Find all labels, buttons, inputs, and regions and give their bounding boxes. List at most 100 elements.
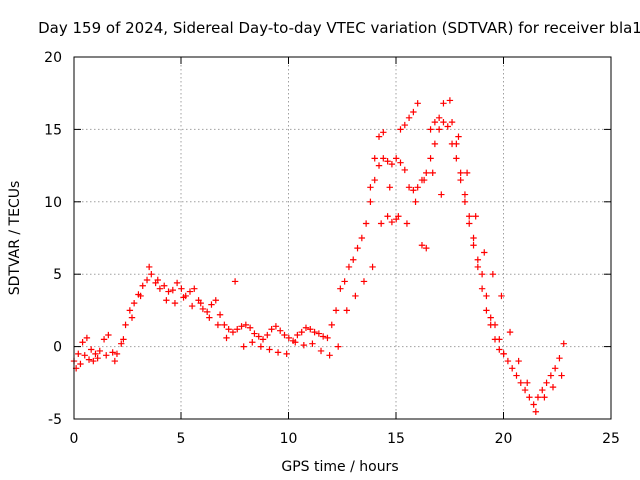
data-point <box>453 140 460 148</box>
data-point <box>412 198 419 205</box>
data-point <box>380 155 387 162</box>
data-point <box>300 341 308 349</box>
data-point <box>283 350 290 358</box>
data-point <box>440 118 447 126</box>
data-point <box>272 323 280 330</box>
data-point <box>274 349 282 356</box>
data-point <box>530 401 537 408</box>
data-point <box>440 100 447 107</box>
data-point <box>474 263 482 271</box>
data-point <box>362 220 370 227</box>
data-point <box>268 326 275 333</box>
data-point <box>309 340 316 347</box>
data-point <box>77 360 84 368</box>
data-point <box>234 326 241 333</box>
data-point <box>324 334 331 342</box>
data-point <box>508 365 516 372</box>
data-point <box>371 155 378 162</box>
data-point <box>79 339 86 346</box>
data-point <box>343 307 350 314</box>
data-point <box>87 346 95 353</box>
data-point <box>367 198 374 205</box>
data-point <box>397 126 404 133</box>
data-point <box>375 133 383 140</box>
data-point <box>420 176 428 184</box>
data-point <box>513 372 520 379</box>
data-point <box>466 213 473 220</box>
data-point <box>521 386 529 394</box>
data-point <box>137 292 144 300</box>
data-point <box>427 126 434 133</box>
y-tick-labels: -5 0 5 10 15 20 <box>44 50 62 428</box>
data-point <box>483 292 490 300</box>
data-point <box>448 118 456 126</box>
data-point <box>461 191 469 198</box>
data-point <box>517 379 524 386</box>
data-point <box>483 307 490 314</box>
data-point <box>403 220 411 227</box>
data-point <box>405 184 413 191</box>
data-point <box>188 302 196 310</box>
data-point <box>221 321 228 329</box>
data-point <box>463 169 471 177</box>
data-point <box>111 357 119 365</box>
data-point <box>337 285 344 292</box>
data-point <box>128 314 136 321</box>
data-point <box>380 129 387 136</box>
data-point <box>173 279 181 287</box>
data-point <box>109 349 116 356</box>
data-point <box>328 321 335 329</box>
data-point <box>410 187 417 194</box>
data-point <box>472 213 479 220</box>
data-point <box>435 126 443 133</box>
chart-title: Day 159 of 2024, Sidereal Day-to-day VTE… <box>38 19 640 37</box>
data-point <box>457 176 464 184</box>
data-point <box>481 249 488 256</box>
y-tick-label: 5 <box>53 267 62 283</box>
data-point <box>500 350 507 358</box>
data-point <box>496 336 503 343</box>
data-point <box>556 354 563 362</box>
data-point <box>178 285 185 292</box>
data-point <box>199 305 207 313</box>
data-point <box>156 285 164 292</box>
data-point <box>427 155 434 162</box>
y-tick-label: 10 <box>44 195 62 211</box>
data-point <box>130 299 138 307</box>
data-point <box>377 220 385 227</box>
data-point <box>423 244 430 252</box>
data-point <box>319 333 327 340</box>
data-point <box>335 343 342 350</box>
y-tick-label: 0 <box>53 340 62 356</box>
data-point <box>341 278 348 285</box>
data-point <box>105 331 112 339</box>
data-point <box>85 356 93 363</box>
data-point <box>81 352 88 359</box>
data-point <box>487 314 494 321</box>
data-point <box>350 256 357 263</box>
data-point <box>118 340 125 347</box>
data-point <box>474 256 482 263</box>
data-point <box>113 350 121 358</box>
data-point <box>429 169 436 177</box>
data-point <box>96 347 103 355</box>
data-point <box>431 118 439 126</box>
data-point <box>171 299 179 307</box>
data-point <box>332 307 340 314</box>
data-point <box>216 311 224 318</box>
data-point <box>92 350 99 358</box>
data-point <box>180 294 187 301</box>
data-point <box>255 333 262 340</box>
data-point <box>292 339 299 346</box>
data-point <box>229 328 237 336</box>
data-point <box>212 297 219 304</box>
data-point <box>504 357 512 365</box>
data-point <box>285 334 292 342</box>
data-point <box>240 343 247 350</box>
data-point <box>367 184 374 191</box>
data-point <box>203 308 211 316</box>
data-point <box>414 100 421 107</box>
data-point <box>165 288 172 295</box>
data-point <box>397 159 404 166</box>
data-point <box>154 276 161 284</box>
